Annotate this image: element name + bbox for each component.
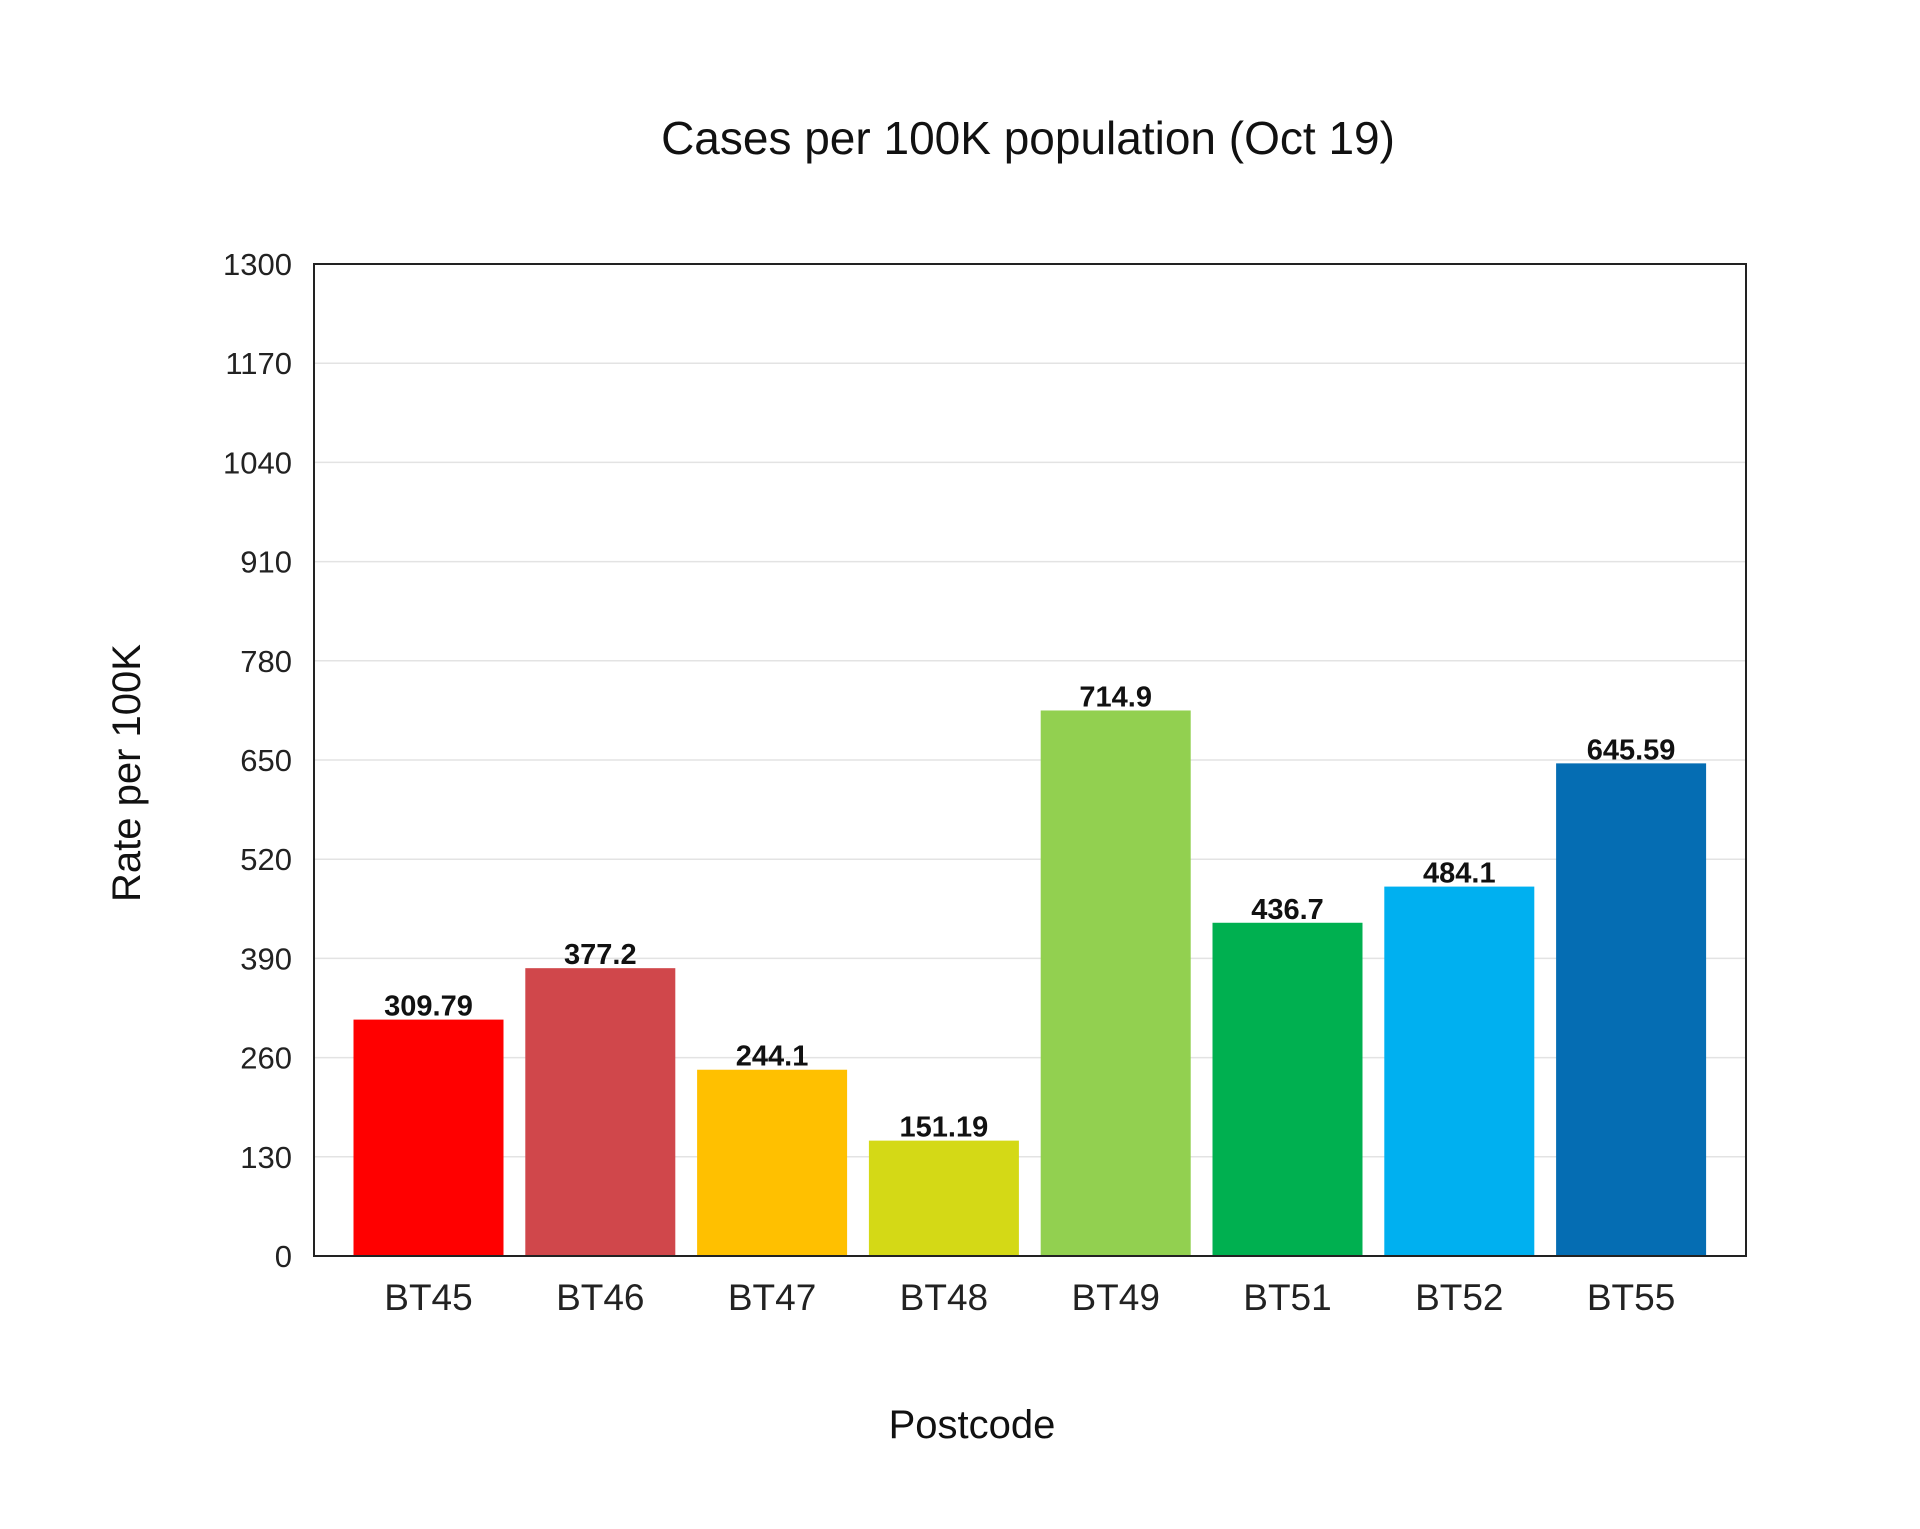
x-tick-label: BT52	[1415, 1277, 1503, 1318]
y-tick-label: 130	[240, 1140, 292, 1175]
data-label-bt49: 714.9	[1079, 681, 1152, 713]
bar-bt45	[353, 1019, 504, 1256]
y-tick-label: 1170	[225, 346, 292, 381]
data-label-bt46: 377.2	[564, 939, 637, 971]
y-axis-ticks: 0 130 260 390 520 650 780 910 1040 1170 1300	[223, 247, 292, 1274]
x-tick-label: BT55	[1587, 1277, 1675, 1318]
y-tick-label: 1040	[223, 445, 292, 480]
data-label-bt47: 244.1	[736, 1041, 809, 1073]
y-tick-label: 910	[240, 545, 292, 580]
bars	[353, 710, 1707, 1256]
x-tick-label: BT46	[556, 1277, 644, 1318]
bar-bt48	[868, 1140, 1019, 1256]
y-tick-label: 1300	[223, 247, 292, 282]
bar-bt49	[1040, 710, 1191, 1256]
data-label-bt55: 645.59	[1587, 734, 1676, 766]
x-tick-label: BT48	[900, 1277, 988, 1318]
x-axis-label: Postcode	[889, 1403, 1056, 1447]
data-label-bt48: 151.19	[900, 1112, 989, 1144]
data-label-bt51: 436.7	[1251, 894, 1324, 926]
x-tick-label: BT45	[384, 1277, 472, 1318]
x-axis-ticks: BT45 BT46 BT47 BT48 BT49 BT51 BT52 BT55	[384, 1277, 1675, 1318]
bar-bt51	[1212, 922, 1363, 1256]
x-tick-label: BT51	[1243, 1277, 1331, 1318]
y-tick-label: 0	[275, 1239, 292, 1274]
y-tick-label: 650	[240, 743, 292, 778]
x-tick-label: BT47	[728, 1277, 816, 1318]
y-tick-label: 520	[240, 842, 292, 877]
y-tick-label: 260	[240, 1041, 292, 1076]
x-tick-label: BT49	[1071, 1277, 1159, 1318]
bar-bt47	[697, 1069, 848, 1256]
data-label-bt45: 309.79	[384, 991, 473, 1023]
data-labels: 309.79 377.2 244.1 151.19 714.9 436.7 484.1 645…	[384, 681, 1675, 1143]
y-tick-label: 780	[240, 644, 292, 679]
plot-area-frame	[313, 263, 1747, 1257]
y-axis-label: Rate per 100K	[105, 644, 149, 902]
chart-title: Cases per 100K population (Oct 19)	[661, 112, 1395, 164]
data-label-bt52: 484.1	[1423, 858, 1496, 890]
y-tick-label: 390	[240, 941, 292, 976]
bar-bt55	[1556, 763, 1707, 1256]
bar-bt46	[525, 968, 676, 1256]
bar-bt52	[1384, 886, 1535, 1256]
